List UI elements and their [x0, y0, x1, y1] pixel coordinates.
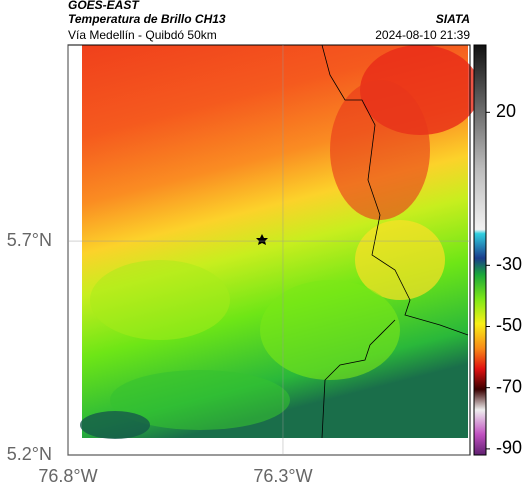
border — [321, 44, 469, 439]
y-tick-label: 5.7°N — [7, 230, 52, 250]
colorbar-tick-label: -70 — [496, 376, 522, 396]
colorbar-tick-label: -90 — [496, 438, 522, 458]
station-marker — [256, 234, 268, 245]
colorbar-tick-label: -50 — [496, 315, 522, 335]
title: Temperatura de Brillo CH13 — [68, 12, 226, 26]
field — [80, 45, 480, 439]
subtitle: Vía Medellín - Quibdó 50km — [68, 28, 217, 42]
x-tick-label: 76.3°W — [253, 466, 312, 486]
brand: SIATA — [436, 12, 470, 26]
x-tick-label: 76.8°W — [38, 466, 97, 486]
colorbar-tick-label: -30 — [496, 254, 522, 274]
colorbar-tick-label: 20 — [496, 101, 516, 121]
colorbar — [473, 44, 487, 456]
y-tick-label: 5.2°N — [7, 444, 52, 464]
source: GOES-EAST — [68, 0, 140, 12]
datetime: 2024-08-10 21:39 — [375, 28, 470, 42]
